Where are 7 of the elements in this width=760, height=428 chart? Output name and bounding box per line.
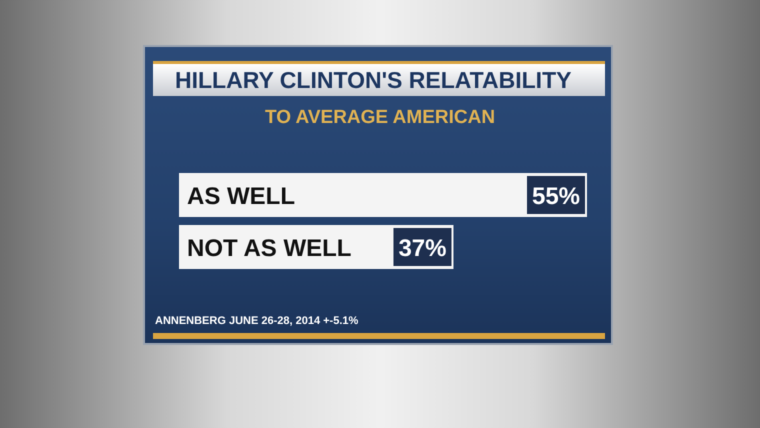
data-label: 37%	[398, 235, 446, 262]
y-tick-label: NOT AS WELL	[187, 235, 352, 262]
data-label: 55%	[532, 183, 580, 210]
text: ANNENBERG JUNE 26-28, 2014 +-5.1%	[155, 315, 358, 327]
chart-subtitle: TO AVERAGE AMERICAN	[264, 107, 496, 129]
y-tick-label: AS WELL	[187, 183, 295, 210]
chart-title: HILLARY CLINTON'S RELATABILITY	[175, 67, 572, 94]
